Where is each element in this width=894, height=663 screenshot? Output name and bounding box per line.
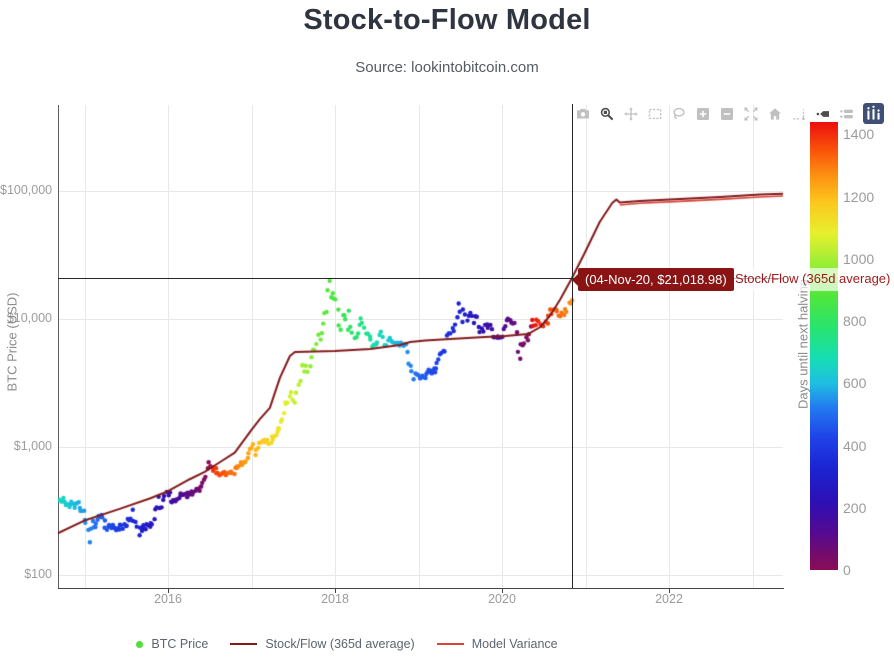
reset-axes-icon[interactable] [767,106,783,122]
y-tick-label: $10,000 [6,311,52,325]
colorbar-title: Days until next halving [795,278,811,410]
zoom-in-icon[interactable] [695,106,711,122]
legend-item-btc-price[interactable]: BTC Price [136,637,208,651]
hover-closest-icon[interactable] [815,106,831,122]
legend-marker-swatch [136,640,144,648]
x-tick-label: 2016 [154,592,182,606]
series-label-background [730,268,892,291]
legend-item-label: Model Variance [471,637,558,651]
legend-line-swatch [436,642,464,646]
spikelines-icon[interactable] [791,106,807,122]
legend-item-label: Stock/Flow (365d average) [265,637,415,651]
tooltip-arrow [572,273,578,286]
x-tick-mark [335,588,336,593]
x-tick-label: 2018 [321,592,349,606]
colorbar-tick-label: 600 [843,375,867,392]
x-tick-label: 2020 [488,592,516,606]
horizontal-spike-line [58,278,783,279]
hover-tooltip: (04-Nov-20, $21,018.98) [572,268,734,291]
x-tick-mark [669,588,670,593]
y-tick-label: $1,000 [13,439,52,453]
colorbar-tick-label: 0 [843,562,851,578]
x-tick-label: 2022 [655,592,683,606]
legend-item-stock-flow-365d-average-[interactable]: Stock/Flow (365d average) [230,637,415,651]
legend-item-model-variance[interactable]: Model Variance [436,637,558,651]
tooltip-text: (04-Nov-20, $21,018.98) [585,272,727,287]
lasso-select-icon[interactable] [671,106,687,122]
plotly-logo-icon[interactable] [863,103,884,124]
colorbar-tick-label: 800 [843,313,867,330]
x-tick-mark [502,588,503,593]
zoom-out-icon[interactable] [719,106,735,122]
y-tick-label: $100,000 [0,183,53,197]
zoom-icon[interactable] [599,106,615,122]
vertical-spike-line [572,104,573,588]
pan-icon[interactable] [623,106,639,122]
x-tick-mark [168,588,169,593]
modebar [575,103,884,124]
y-tick-label: $100 [24,567,52,581]
hover-series-label: Stock/Flow (365d average) [735,271,891,286]
legend-item-label: BTC Price [151,637,209,651]
legend-line-swatch [230,642,258,646]
autoscale-icon[interactable] [743,106,759,122]
colorbar [810,122,838,570]
box-select-icon[interactable] [647,106,663,122]
colorbar-tick-label: 1200 [843,188,875,205]
y-axis-title: BTC Price (USD) [4,292,20,392]
colorbar-tick-label: 1000 [843,250,875,267]
camera-icon[interactable] [575,106,591,122]
legend: BTC Price Stock/Flow (365d average) Model … [0,637,794,651]
colorbar-tick-label: 400 [843,437,867,454]
colorbar-tick-label: 200 [843,499,867,516]
colorbar-tick-label: 1400 [843,126,875,143]
hover-compare-icon[interactable] [839,106,855,122]
